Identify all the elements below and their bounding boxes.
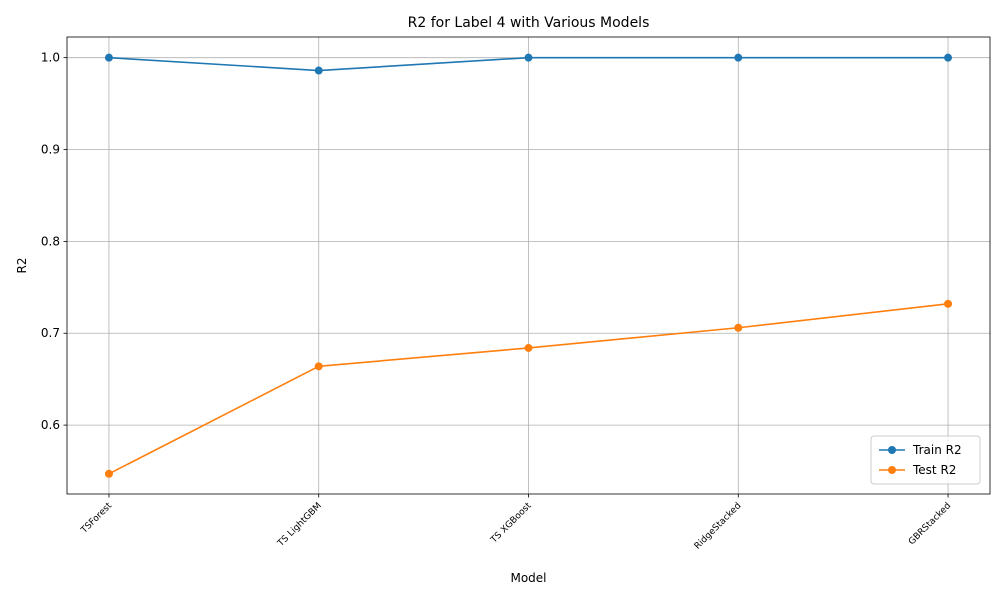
legend-test-marker xyxy=(888,466,896,474)
y-axis-label: R2 xyxy=(15,258,29,274)
data-point xyxy=(104,53,113,62)
chart-title: R2 for Label 4 with Various Models xyxy=(408,15,650,31)
y-tick-label: 0.7 xyxy=(41,326,60,340)
legend-entry-test: Test R2 xyxy=(879,463,956,477)
data-point xyxy=(314,362,323,371)
data-point xyxy=(734,323,743,332)
data-point xyxy=(524,53,533,62)
legend-train-label: Train R2 xyxy=(912,443,962,457)
legend-train-marker xyxy=(888,446,896,454)
data-point xyxy=(944,299,953,308)
data-point xyxy=(524,343,533,352)
data-point xyxy=(734,53,743,62)
legend: Train R2 Test R2 xyxy=(870,435,981,485)
series-layer xyxy=(104,53,953,478)
data-point xyxy=(314,66,323,75)
y-tick-label: 1.0 xyxy=(41,51,60,65)
y-tick-label: 0.9 xyxy=(41,143,60,157)
x-axis-label: Model xyxy=(510,571,546,585)
legend-test-label: Test R2 xyxy=(912,463,956,477)
legend-entry-train: Train R2 xyxy=(879,443,962,457)
data-point xyxy=(104,469,113,478)
y-axis: 0.6 0.7 0.8 0.9 1.0 xyxy=(41,51,67,432)
legend-box xyxy=(870,435,981,485)
y-tick-label: 0.6 xyxy=(41,418,60,432)
y-tick-label: 0.8 xyxy=(41,234,60,248)
data-point xyxy=(944,53,953,62)
